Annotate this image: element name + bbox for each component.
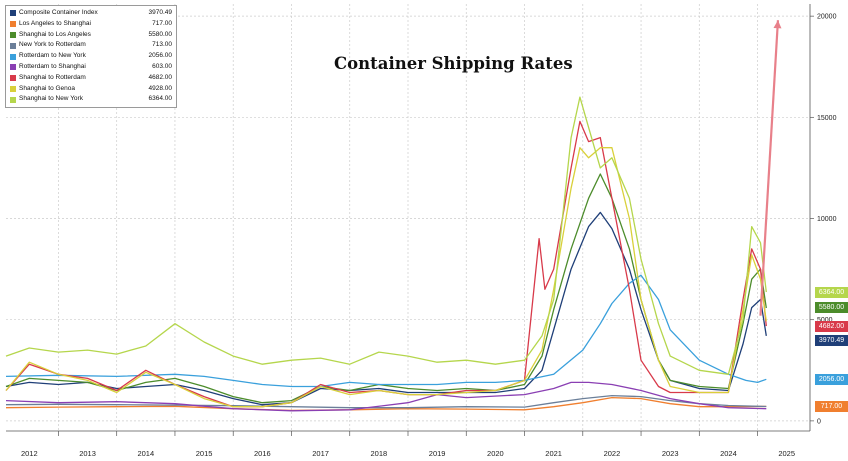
series-line: [5, 396, 767, 412]
legend-label: Shanghai to Los Angeles: [19, 30, 91, 38]
x-tick-label: 2016: [254, 449, 271, 458]
legend-label: Los Angeles to Shanghai: [19, 19, 91, 27]
legend-value: 5580.00: [148, 30, 173, 38]
legend-swatch: [10, 85, 16, 92]
legend-entry: Composite Container Index 3970.49: [10, 8, 172, 19]
x-axis: 2012 2013 2014 2015 2016 2017 2018 2019 2020 2021…: [6, 430, 810, 458]
legend-swatch: [10, 10, 16, 17]
x-tick-label: 2015: [196, 449, 213, 458]
legend-value: 4928.00: [148, 84, 173, 92]
legend-entry: New York to Rotterdam 713.00: [10, 40, 172, 51]
x-tick-label: 2018: [371, 449, 388, 458]
legend-label: Rotterdam to Shanghai: [19, 62, 86, 70]
legend-entry: Rotterdam to Shanghai 603.00: [10, 62, 172, 73]
value-tag: 4682.00: [815, 320, 848, 332]
y-axis: 05000100001500020000: [809, 4, 837, 431]
value-tag: 3970.49: [815, 335, 848, 347]
legend-value: 6364.00: [148, 95, 173, 103]
legend-swatch: [10, 42, 16, 49]
x-tick-label: 2023: [662, 449, 679, 458]
value-tag: 6364.00: [815, 286, 848, 298]
legend-value: 2056.00: [148, 52, 173, 60]
x-tick-label: 2024: [720, 449, 737, 458]
legend-entry: Los Angeles to Shanghai 717.00: [10, 19, 172, 30]
series-line: [5, 381, 767, 412]
arrow-head: [773, 20, 782, 29]
legend-entry: Shanghai to New York 6364.00: [10, 94, 172, 105]
legend-swatch: [10, 75, 16, 82]
legend-label: Shanghai to Genoa: [19, 84, 76, 92]
x-tick-label: 2025: [778, 449, 795, 458]
legend-value: 4682.00: [148, 73, 173, 81]
legend-swatch: [10, 21, 16, 28]
x-tick-label: 2012: [21, 449, 38, 458]
y-tick-label: 10000: [817, 216, 837, 223]
legend-value: 717.00: [152, 19, 172, 27]
series-line: [5, 394, 767, 409]
series-line: [5, 120, 767, 408]
legend-swatch: [10, 96, 16, 103]
x-tick-label: 2020: [487, 449, 504, 458]
series-line: [5, 96, 767, 375]
legend-swatch: [10, 64, 16, 71]
value-tag: 717.00: [815, 400, 848, 412]
legend-value: 713.00: [152, 41, 172, 49]
series-line: [5, 211, 767, 406]
x-tick-label: 2014: [137, 449, 154, 458]
legend-entry: Rotterdam to New York 2056.00: [10, 51, 172, 62]
value-tag: 2056.00: [815, 373, 848, 385]
legend-entry: Shanghai to Genoa 4928.00: [10, 84, 172, 95]
y-tick-label: 0: [817, 418, 821, 425]
legend-label: Composite Container Index: [19, 9, 98, 16]
x-tick-label: 2021: [545, 449, 562, 458]
x-tick-label: 2019: [429, 449, 446, 458]
legend-value: 603.00: [152, 62, 172, 70]
annotation-layer: [759, 20, 782, 316]
legend-label: Shanghai to Rotterdam: [19, 73, 86, 81]
series-line: [5, 147, 767, 408]
legend-label: Shanghai to New York: [19, 95, 83, 103]
series-line: [5, 173, 767, 404]
value-tag: 5580.00: [815, 302, 848, 314]
x-tick-label: 2013: [79, 449, 96, 458]
legend-label: New York to Rotterdam: [19, 41, 86, 49]
x-tick-label: 2022: [604, 449, 621, 458]
y-tick-label: 20000: [817, 14, 837, 21]
legend: Composite Container Index 3970.49 Los Ange…: [5, 5, 177, 108]
y-tick-label: 15000: [817, 115, 837, 122]
legend-entry: Shanghai to Los Angeles 5580.00: [10, 30, 172, 41]
legend-swatch: [10, 53, 16, 60]
arrow-line: [759, 20, 780, 316]
legend-label: Rotterdam to New York: [19, 52, 86, 60]
x-tick-label: 2017: [312, 449, 329, 458]
legend-value: 3970.49: [148, 9, 173, 16]
legend-entry: Shanghai to Rotterdam 4682.00: [10, 73, 172, 84]
series-lines: [5, 96, 767, 412]
chart-title: Container Shipping Rates: [334, 54, 573, 73]
legend-swatch: [10, 31, 16, 38]
series-line: [5, 274, 767, 388]
